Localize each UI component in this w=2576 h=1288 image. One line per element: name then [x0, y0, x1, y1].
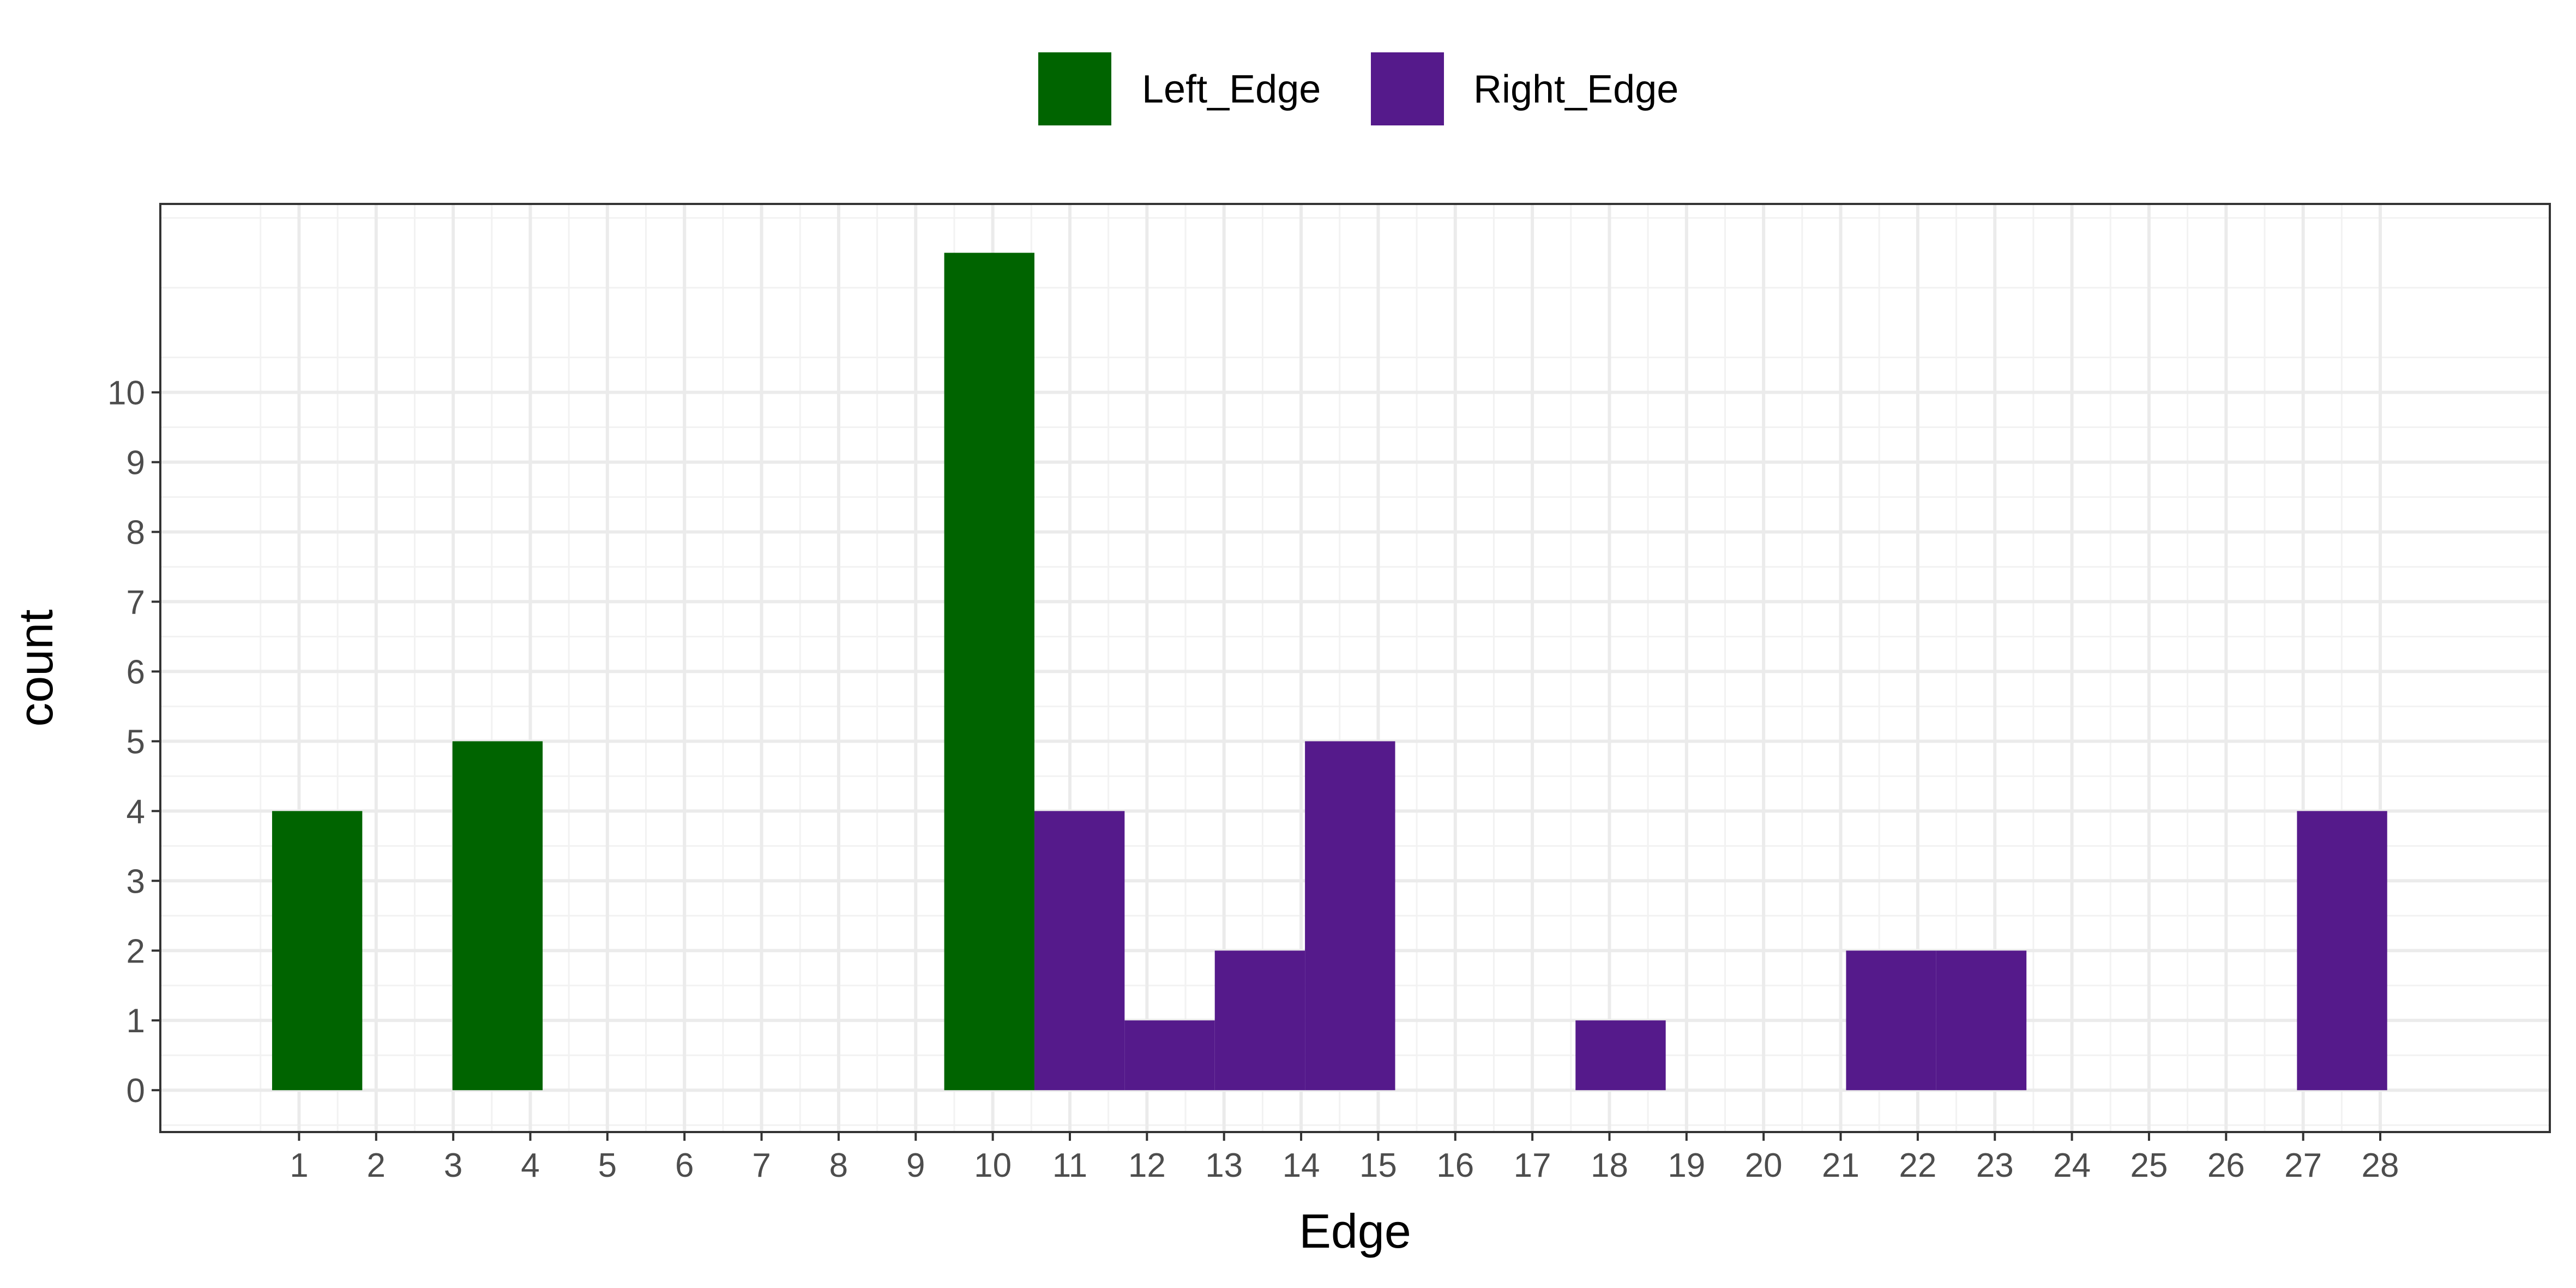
- x-tick-label: 19: [1668, 1147, 1705, 1184]
- legend-label: Right_Edge: [1473, 68, 1678, 111]
- x-tick-label: 16: [1436, 1147, 1474, 1184]
- x-tick-label: 10: [974, 1147, 1012, 1184]
- y-tick-label: 7: [127, 583, 145, 621]
- y-tick-label: 9: [127, 444, 145, 482]
- y-tick-label: 0: [127, 1072, 145, 1110]
- bar-right-edge: [1305, 741, 1395, 1091]
- bar-left-edge: [452, 741, 543, 1091]
- x-tick-label: 9: [906, 1147, 925, 1184]
- x-tick-label: 11: [1052, 1147, 1087, 1184]
- y-tick-label: 10: [107, 375, 145, 412]
- bar-right-edge: [1034, 811, 1125, 1091]
- x-tick-label: 12: [1128, 1147, 1166, 1184]
- x-tick-label: 21: [1822, 1147, 1859, 1184]
- bar-right-edge: [1936, 950, 2027, 1091]
- axis-ticks: 1 2 3 4 5 6 7 8 9 10 11 12 13 14 15 16 17 18 19 20 21 22 23 24 2…: [107, 375, 2399, 1184]
- legend-label: Left_Edge: [1142, 68, 1321, 111]
- x-tick-label: 20: [1745, 1147, 1783, 1184]
- x-tick-label: 13: [1205, 1147, 1243, 1184]
- bar-right-edge: [1124, 1020, 1215, 1091]
- x-tick-label: 3: [444, 1147, 462, 1184]
- x-tick-label: 7: [752, 1147, 771, 1184]
- bar-right-edge: [2297, 811, 2387, 1091]
- y-tick-label: 2: [127, 932, 145, 970]
- legend-key-right-edge: [1371, 52, 1444, 125]
- bar-right-edge: [1846, 950, 1936, 1091]
- y-tick-label: 3: [127, 863, 145, 900]
- x-tick-label: 2: [367, 1147, 386, 1184]
- x-tick-label: 6: [675, 1147, 694, 1184]
- x-tick-label: 25: [2130, 1147, 2168, 1184]
- y-tick-label: 8: [127, 514, 145, 551]
- x-tick-label: 27: [2284, 1147, 2322, 1184]
- x-tick-label: 8: [829, 1147, 848, 1184]
- y-tick-label: 4: [127, 793, 145, 830]
- bar-right-edge: [1214, 950, 1305, 1091]
- x-tick-label: 15: [1359, 1147, 1397, 1184]
- x-tick-label: 18: [1591, 1147, 1628, 1184]
- x-tick-label: 17: [1514, 1147, 1551, 1184]
- y-tick-label: 6: [127, 653, 145, 691]
- x-tick-label: 5: [598, 1147, 617, 1184]
- x-tick-label: 28: [2362, 1147, 2399, 1184]
- legend: Left_Edge Right_Edge: [1038, 52, 1678, 125]
- x-tick-label: 4: [521, 1147, 539, 1184]
- x-tick-label: 1: [290, 1147, 308, 1184]
- x-tick-label: 23: [1976, 1147, 2014, 1184]
- panel-border: [159, 203, 2551, 1133]
- bar-left-edge: [272, 811, 363, 1091]
- bars: [272, 252, 2387, 1091]
- y-axis-title: count: [9, 609, 63, 726]
- y-tick-label: 5: [127, 723, 145, 761]
- bar-left-edge: [944, 252, 1034, 1091]
- legend-key-left-edge: [1038, 52, 1111, 125]
- y-tick-label: 1: [127, 1002, 145, 1040]
- x-axis-title: Edge: [1299, 1204, 1411, 1258]
- x-tick-label: 22: [1899, 1147, 1936, 1184]
- x-tick-label: 14: [1283, 1147, 1320, 1184]
- x-tick-label: 24: [2053, 1147, 2091, 1184]
- bar-right-edge: [1575, 1020, 1666, 1091]
- x-tick-label: 26: [2207, 1147, 2245, 1184]
